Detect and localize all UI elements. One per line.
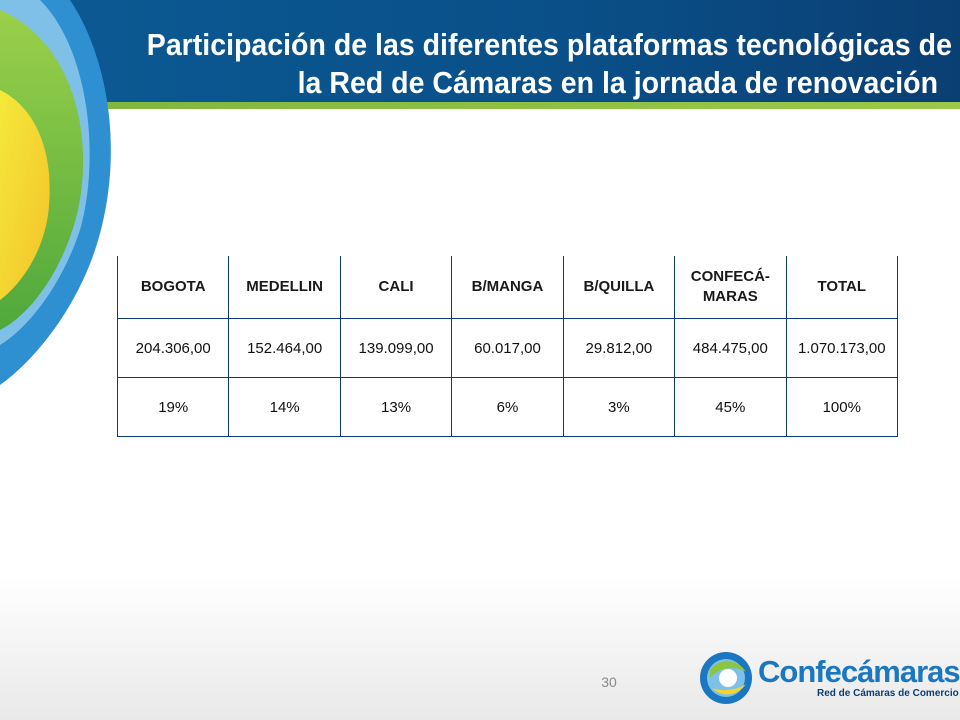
slide-title: Participación de las diferentes platafor…	[146, 26, 952, 102]
table-cell: 3%	[562, 377, 676, 437]
table-cell: 29.812,00	[562, 318, 676, 378]
table-header-cell: B/QUILLA	[562, 256, 676, 319]
table-header-cell: MEDELLIN	[228, 256, 341, 319]
confecamaras-logo: Confecámaras Red de Cámaras de Comercio	[698, 650, 960, 706]
decorative-swoosh	[0, 0, 111, 385]
title-line-2: la Red de Cámaras en la jornada de renov…	[297, 65, 939, 100]
table-cell: 45%	[674, 377, 787, 437]
logo-word-part1: Confe	[758, 654, 842, 689]
table-cell: 204.306,00	[116, 318, 230, 378]
table-cell: 484.475,00	[674, 318, 787, 378]
participation-table: BOGOTA MEDELLIN CALI B/MANGA B/QUILLA CO…	[116, 256, 899, 437]
page-number: 30	[601, 674, 617, 690]
table-header-cell: CALI	[339, 256, 453, 319]
table-cell: 139.099,00	[339, 318, 453, 378]
logo-wordmark: Confecámaras	[758, 656, 960, 688]
table-header-cell: B/MANGA	[451, 256, 564, 319]
title-line-1: Participación de las diferentes platafor…	[146, 27, 952, 62]
header-accent-line	[0, 102, 960, 109]
header-bar	[0, 0, 960, 102]
table-header-cell: TOTAL	[785, 256, 899, 319]
table-cell: 60.017,00	[451, 318, 564, 378]
table-cell: 14%	[228, 377, 341, 437]
table-cell: 1.070.173,00	[785, 318, 899, 378]
table-cell: 100%	[785, 377, 899, 437]
table-cell: 13%	[339, 377, 453, 437]
table-cell: 19%	[116, 377, 230, 437]
table-cell: 152.464,00	[228, 318, 341, 378]
logo-subtitle: Red de Cámaras de Comercio	[817, 688, 959, 699]
table-row-values: 204.306,00 152.464,00 139.099,00 60.017,…	[116, 318, 899, 378]
logo-word-part2: cámaras	[840, 654, 960, 689]
logo-globe-icon	[700, 652, 752, 704]
table-cell: 6%	[451, 377, 564, 437]
table-header-row: BOGOTA MEDELLIN CALI B/MANGA B/QUILLA CO…	[116, 256, 899, 319]
table-row-percentages: 19% 14% 13% 6% 3% 45% 100%	[116, 377, 899, 437]
table-header-cell: BOGOTA	[116, 256, 230, 319]
table-header-cell: CONFECÁ- MARAS	[674, 256, 787, 319]
